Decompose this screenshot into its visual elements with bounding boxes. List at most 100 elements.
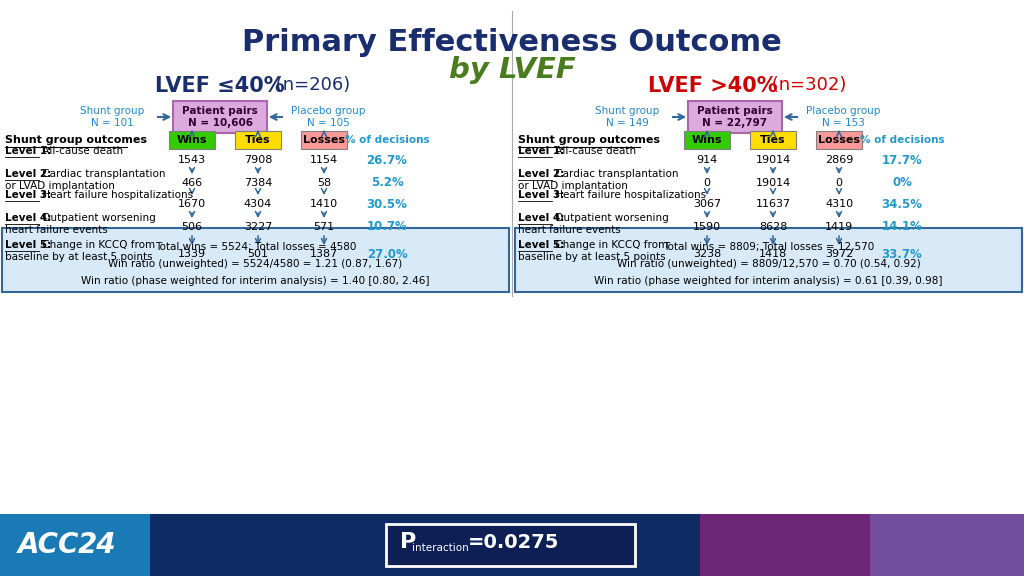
Text: (n=302): (n=302) bbox=[766, 76, 847, 94]
Text: by LVEF: by LVEF bbox=[449, 56, 575, 84]
Text: 27.0%: 27.0% bbox=[367, 248, 408, 260]
Text: LVEF >40%: LVEF >40% bbox=[648, 76, 777, 96]
Text: % of decisions: % of decisions bbox=[860, 135, 944, 145]
Text: or LVAD implantation: or LVAD implantation bbox=[5, 181, 115, 191]
Text: Wins: Wins bbox=[177, 135, 207, 145]
FancyBboxPatch shape bbox=[750, 131, 796, 149]
Text: LVEF ≤40%: LVEF ≤40% bbox=[155, 76, 285, 96]
Text: Win ratio (phase weighted for interim analysis) = 1.40 [0.80, 2.46]: Win ratio (phase weighted for interim an… bbox=[81, 276, 430, 286]
Text: Outpatient worsening: Outpatient worsening bbox=[552, 213, 669, 223]
Text: P: P bbox=[400, 532, 416, 552]
Text: Ties: Ties bbox=[760, 135, 785, 145]
Text: Level 1:: Level 1: bbox=[5, 146, 51, 156]
Text: 14.1%: 14.1% bbox=[882, 221, 923, 233]
Text: 30.5%: 30.5% bbox=[367, 198, 408, 210]
Text: Shunt group outcomes: Shunt group outcomes bbox=[5, 135, 147, 145]
FancyBboxPatch shape bbox=[234, 131, 281, 149]
Text: Shunt group
N = 101: Shunt group N = 101 bbox=[80, 106, 144, 128]
Text: Placebo group
N = 153: Placebo group N = 153 bbox=[806, 106, 881, 128]
Text: 10.7%: 10.7% bbox=[367, 221, 408, 233]
FancyBboxPatch shape bbox=[386, 524, 635, 566]
Text: 34.5%: 34.5% bbox=[882, 198, 923, 210]
FancyBboxPatch shape bbox=[2, 228, 509, 292]
Text: Placebo group
N = 105: Placebo group N = 105 bbox=[291, 106, 366, 128]
Text: Total wins = 8809; Total losses = 12,570: Total wins = 8809; Total losses = 12,570 bbox=[663, 242, 874, 252]
Text: baseline by at least 5 points: baseline by at least 5 points bbox=[5, 252, 153, 262]
Bar bbox=[150, 514, 870, 576]
FancyBboxPatch shape bbox=[816, 131, 862, 149]
Text: 0: 0 bbox=[836, 178, 843, 188]
Text: Primary Effectiveness Outcome: Primary Effectiveness Outcome bbox=[242, 28, 782, 57]
Text: Win ratio (unweighted) = 5524/4580 = 1.21 (0.87, 1.67): Win ratio (unweighted) = 5524/4580 = 1.2… bbox=[109, 259, 402, 270]
FancyBboxPatch shape bbox=[684, 131, 730, 149]
Text: interaction: interaction bbox=[412, 543, 469, 553]
Text: Shunt group outcomes: Shunt group outcomes bbox=[518, 135, 660, 145]
Text: 33.7%: 33.7% bbox=[882, 248, 923, 260]
Text: Ties: Ties bbox=[245, 135, 270, 145]
Text: % of decisions: % of decisions bbox=[345, 135, 429, 145]
Text: 3972: 3972 bbox=[824, 249, 853, 259]
Text: ACC.: ACC. bbox=[18, 531, 90, 559]
Text: heart failure events: heart failure events bbox=[518, 225, 621, 235]
Text: 5.2%: 5.2% bbox=[371, 176, 403, 190]
Text: Shunt group
N = 149: Shunt group N = 149 bbox=[595, 106, 659, 128]
FancyBboxPatch shape bbox=[515, 228, 1022, 292]
Text: Level 4:: Level 4: bbox=[5, 213, 51, 223]
Text: 1410: 1410 bbox=[310, 199, 338, 209]
Text: Outpatient worsening: Outpatient worsening bbox=[39, 213, 156, 223]
FancyBboxPatch shape bbox=[688, 101, 782, 133]
Text: All-cause death: All-cause death bbox=[552, 146, 637, 156]
Text: Change in KCCQ from: Change in KCCQ from bbox=[39, 240, 156, 250]
Text: 506: 506 bbox=[181, 222, 203, 232]
Text: 466: 466 bbox=[181, 178, 203, 188]
Text: Total wins = 5524; Total losses = 4580: Total wins = 5524; Total losses = 4580 bbox=[155, 242, 356, 252]
Text: 1419: 1419 bbox=[825, 222, 853, 232]
Text: 4310: 4310 bbox=[825, 199, 853, 209]
Text: 19014: 19014 bbox=[756, 178, 791, 188]
Text: Heart failure hospitalizations: Heart failure hospitalizations bbox=[39, 190, 194, 200]
Text: 17.7%: 17.7% bbox=[882, 153, 923, 166]
Text: 1670: 1670 bbox=[178, 199, 206, 209]
Text: 7384: 7384 bbox=[244, 178, 272, 188]
Text: 1590: 1590 bbox=[693, 222, 721, 232]
Text: 58: 58 bbox=[317, 178, 331, 188]
Text: heart failure events: heart failure events bbox=[5, 225, 108, 235]
Text: 3238: 3238 bbox=[693, 249, 721, 259]
FancyBboxPatch shape bbox=[301, 131, 347, 149]
Text: Level 2:: Level 2: bbox=[5, 169, 51, 179]
FancyBboxPatch shape bbox=[173, 101, 267, 133]
Text: Level 4:: Level 4: bbox=[518, 213, 564, 223]
Text: or LVAD implantation: or LVAD implantation bbox=[518, 181, 628, 191]
Text: 0: 0 bbox=[703, 178, 711, 188]
FancyBboxPatch shape bbox=[169, 131, 215, 149]
Text: 7908: 7908 bbox=[244, 155, 272, 165]
Text: Cardiac transplantation: Cardiac transplantation bbox=[39, 169, 166, 179]
Text: Cardiac transplantation: Cardiac transplantation bbox=[552, 169, 679, 179]
Text: =0.0275: =0.0275 bbox=[468, 533, 559, 552]
Text: 1154: 1154 bbox=[310, 155, 338, 165]
Text: 8628: 8628 bbox=[759, 222, 787, 232]
Text: 1387: 1387 bbox=[310, 249, 338, 259]
Text: Level 3:: Level 3: bbox=[5, 190, 51, 200]
Bar bbox=[700, 514, 1024, 576]
Text: 26.7%: 26.7% bbox=[367, 153, 408, 166]
Text: Losses: Losses bbox=[818, 135, 860, 145]
Text: Level 5:: Level 5: bbox=[5, 240, 51, 250]
Text: Change in KCCQ from: Change in KCCQ from bbox=[552, 240, 669, 250]
Bar bbox=[0, 514, 1024, 576]
Text: 24: 24 bbox=[78, 531, 117, 559]
Text: Losses: Losses bbox=[303, 135, 345, 145]
Text: (n=206): (n=206) bbox=[270, 76, 350, 94]
Text: All-cause death: All-cause death bbox=[39, 146, 124, 156]
Text: 1543: 1543 bbox=[178, 155, 206, 165]
Text: 3067: 3067 bbox=[693, 199, 721, 209]
Text: 3227: 3227 bbox=[244, 222, 272, 232]
Text: Win ratio (unweighted) = 8809/12,570 = 0.70 (0.54, 0.92): Win ratio (unweighted) = 8809/12,570 = 0… bbox=[616, 259, 921, 270]
Text: 2869: 2869 bbox=[824, 155, 853, 165]
Text: 4304: 4304 bbox=[244, 199, 272, 209]
Text: Level 3:: Level 3: bbox=[518, 190, 564, 200]
Text: Win ratio (phase weighted for interim analysis) = 0.61 [0.39, 0.98]: Win ratio (phase weighted for interim an… bbox=[594, 276, 943, 286]
Text: 0%: 0% bbox=[892, 176, 912, 190]
Text: Level 5:: Level 5: bbox=[518, 240, 564, 250]
Text: 914: 914 bbox=[696, 155, 718, 165]
